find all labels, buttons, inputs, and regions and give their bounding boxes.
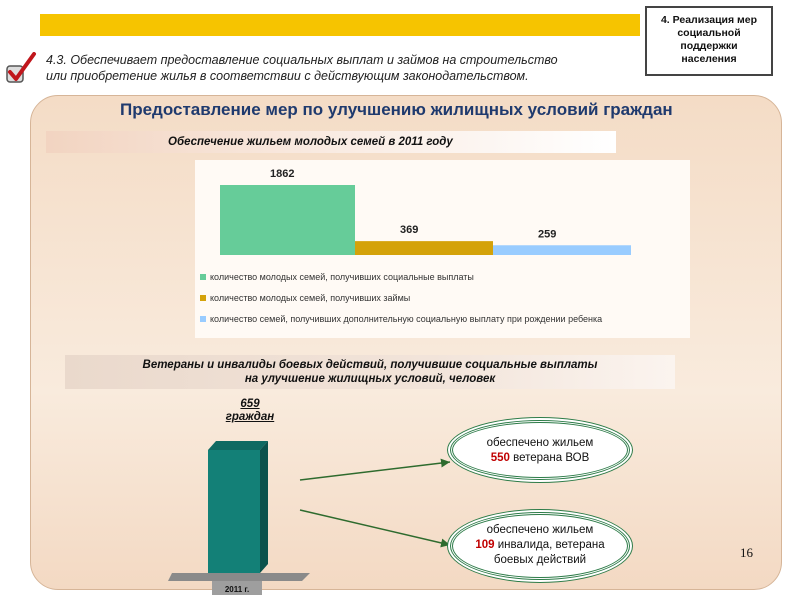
year-label-bg <box>212 581 262 595</box>
subtitle-line2: или приобретение жилья в соответствии с … <box>46 69 529 83</box>
combat-number: 109 <box>475 539 495 551</box>
subtitle: 4.3. Обеспечивает предоставление социаль… <box>46 52 646 84</box>
top-accent-bar <box>40 14 640 36</box>
legend-swatch-3 <box>200 316 206 322</box>
section-label-line: социальной <box>677 27 741 39</box>
combat-line1: обеспечено жильем <box>486 524 594 536</box>
chart2-title: Ветераны и инвалиды боевых действий, пол… <box>65 355 675 389</box>
section-label-line: 4. Реализация мер <box>660 14 758 26</box>
veterans-total-label: 659 граждан <box>215 398 285 424</box>
bar-floor <box>168 573 310 581</box>
arrow-to-wwii-veterans <box>299 458 451 481</box>
legend-label-3: количество семей, получивших дополнитель… <box>210 314 602 324</box>
veterans-bar-front <box>208 450 260 573</box>
combat-line3: боевых действий <box>493 554 587 566</box>
section-label-box: 4. Реализация мер социальной поддержки н… <box>645 6 773 76</box>
combat-text: инвалида, ветерана <box>494 539 605 551</box>
legend-swatch-2 <box>200 295 206 301</box>
wwii-number: 550 <box>490 452 510 464</box>
year-label: 2011 г. <box>225 585 249 594</box>
wwii-veterans-ellipse: обеспечено жильем 550 ветерана ВОВ <box>450 420 630 480</box>
veterans-total-number: 659 <box>240 398 260 410</box>
section-label-line: поддержки <box>680 40 738 52</box>
chart2-title-line1: Ветераны и инвалиды боевых действий, пол… <box>142 359 598 371</box>
main-title: Предоставление мер по улучшению жилищных… <box>120 100 673 119</box>
veterans-bar-chart: 2011 г. <box>168 441 451 595</box>
wwii-line1: обеспечено жильем <box>486 437 594 449</box>
veterans-total-unit: граждан <box>225 411 275 423</box>
section-label-line: населения <box>681 53 737 65</box>
chart1-title: Обеспечение жильем молодых семей в 2011 … <box>46 131 616 153</box>
page-number: 16 <box>740 545 753 560</box>
bar-series-2 <box>355 241 493 255</box>
wwii-text: ветерана ВОВ <box>509 452 590 464</box>
data-label-2: 369 <box>400 224 418 236</box>
legend-label-1: количество молодых семей, получивших соц… <box>210 272 474 282</box>
data-label-1: 1862 <box>270 168 294 180</box>
bar-series-1 <box>220 185 355 255</box>
veterans-bar-top <box>208 441 268 450</box>
chart1-svg: 1862 369 259 количество молодых семей, полу… <box>200 168 631 324</box>
veterans-bar-side <box>260 441 268 573</box>
legend-swatch-1 <box>200 274 206 280</box>
checkmark-icon <box>6 52 36 83</box>
combat-veterans-ellipse: обеспечено жильем 109 инвалида, ветерана… <box>450 512 630 580</box>
subtitle-line1: 4.3. Обеспечивает предоставление социаль… <box>46 53 558 67</box>
legend-label-2: количество молодых семей, получивших зай… <box>210 293 410 303</box>
arrow-to-combat-veterans <box>299 509 451 548</box>
chart2-title-line2: на улучшение жилищных условий, человек <box>244 373 496 385</box>
bar-series-3 <box>493 245 631 255</box>
data-label-3: 259 <box>538 228 556 240</box>
